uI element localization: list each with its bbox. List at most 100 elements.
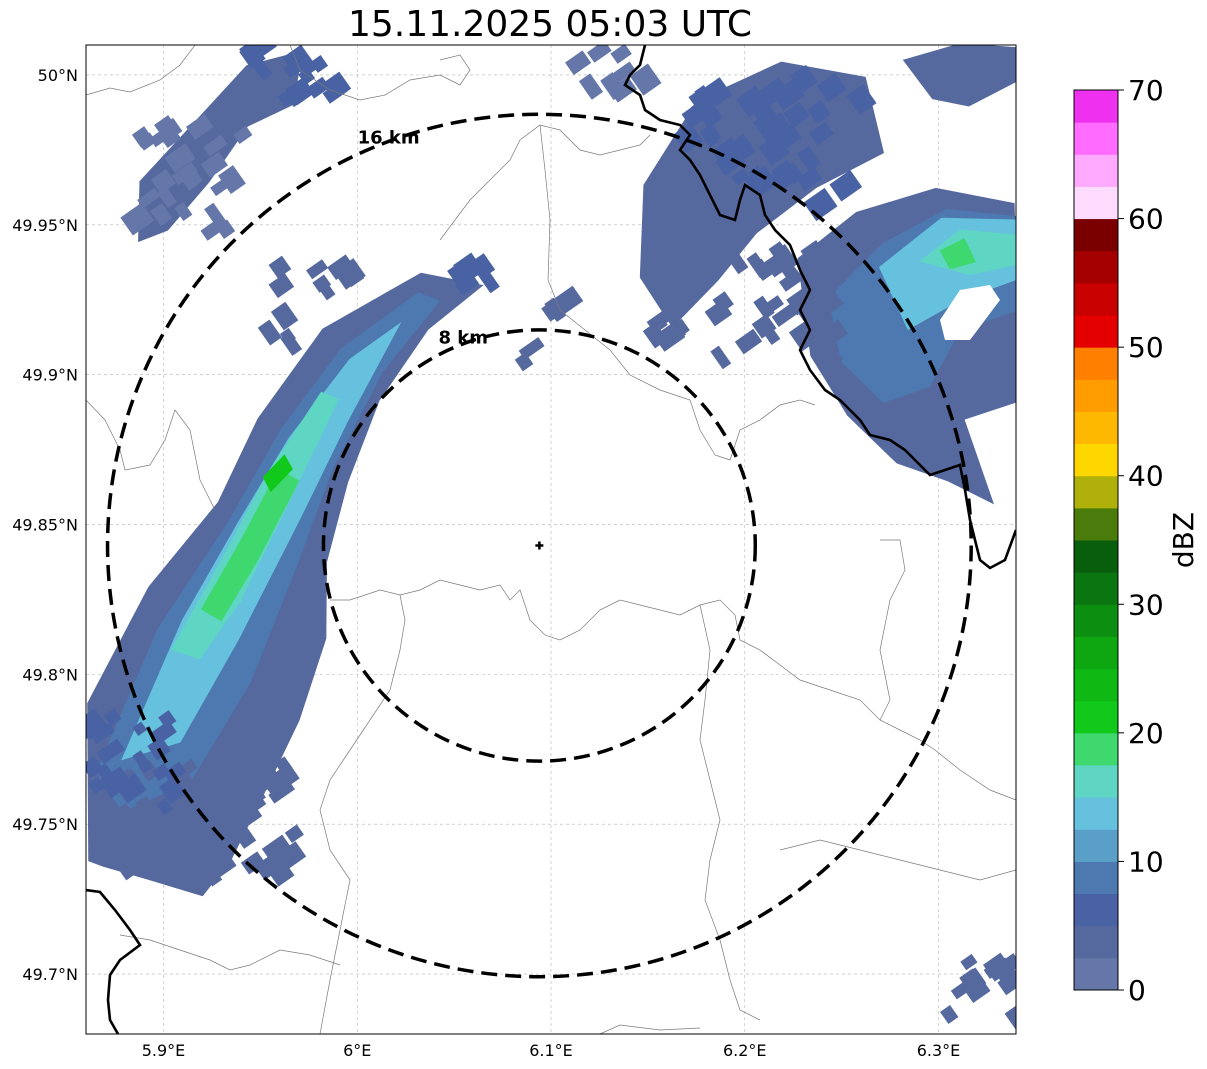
echo-cell bbox=[114, 802, 140, 830]
echo-cell bbox=[179, 163, 203, 189]
echo-strong bbox=[200, 468, 300, 622]
echo-cell bbox=[745, 165, 774, 192]
district-boundary bbox=[86, 45, 196, 96]
district-boundary bbox=[330, 579, 1016, 801]
echo-cell bbox=[200, 151, 228, 178]
echo-cell bbox=[132, 750, 153, 774]
y-axis-ticks: 50°N 49.95°N 49.9°N 49.85°N 49.8°N 49.75°N 49.… bbox=[12, 66, 78, 984]
echo-cell bbox=[137, 187, 161, 209]
echo-cell bbox=[751, 258, 773, 281]
echo-cell bbox=[758, 77, 790, 107]
colorbar-tick-label: 20 bbox=[1128, 717, 1164, 750]
echo-cell bbox=[306, 259, 329, 280]
range-ring-8km bbox=[321, 328, 758, 763]
colorbar-segment bbox=[1074, 186, 1118, 220]
district-boundary bbox=[86, 399, 216, 511]
echo-cell bbox=[750, 99, 779, 128]
radar-site-marker bbox=[535, 541, 544, 550]
echo-cell bbox=[203, 134, 228, 157]
echo-cell bbox=[753, 173, 780, 197]
echo-cell bbox=[734, 328, 763, 355]
y-tick-label: 49.8°N bbox=[22, 665, 78, 684]
colorbar-segment bbox=[1074, 475, 1118, 509]
echo-cell bbox=[86, 716, 105, 741]
echo-cell bbox=[940, 1004, 959, 1024]
y-tick-label: 49.85°N bbox=[12, 516, 78, 535]
echo-cell bbox=[477, 268, 500, 294]
colorbar-segment bbox=[1074, 218, 1118, 252]
echo-cell bbox=[166, 846, 195, 876]
colorbar-segment bbox=[1074, 604, 1118, 637]
echo-cell bbox=[642, 322, 668, 349]
y-tick-label: 49.95°N bbox=[12, 216, 78, 235]
echo-cell bbox=[807, 100, 831, 124]
echo-cell bbox=[270, 301, 299, 331]
echo-cell bbox=[268, 255, 292, 279]
district-boundary bbox=[439, 124, 651, 241]
echo-cell bbox=[114, 851, 145, 881]
echo-cell bbox=[333, 258, 366, 290]
map-frame bbox=[85, 44, 1017, 1035]
echo-cell bbox=[156, 798, 173, 816]
colorbar-tick-label: 60 bbox=[1128, 203, 1164, 236]
colorbar-segment bbox=[1074, 154, 1118, 187]
echo-cell bbox=[162, 805, 184, 827]
echo-cell bbox=[163, 761, 187, 783]
echo-cell bbox=[553, 285, 584, 315]
echo-cell bbox=[235, 774, 261, 797]
echo-cell bbox=[765, 295, 784, 313]
echo-cell bbox=[783, 101, 810, 129]
colorbar-tick-label: 70 bbox=[1128, 74, 1164, 107]
colorbar-segment bbox=[1074, 411, 1118, 445]
district-boundary bbox=[119, 934, 341, 971]
echo-cell bbox=[565, 50, 592, 76]
echo-cell bbox=[158, 117, 183, 142]
echo-cell bbox=[150, 202, 173, 227]
range-ring-label: 8 km bbox=[438, 328, 488, 349]
colorbar-segment bbox=[1074, 122, 1118, 155]
colorbar-segment bbox=[1074, 572, 1118, 605]
echo-cell bbox=[1004, 953, 1016, 972]
echo-cell bbox=[214, 759, 236, 783]
national-border bbox=[623, 45, 1016, 570]
echo-cell bbox=[790, 64, 818, 93]
colorbar-segment bbox=[1074, 925, 1118, 959]
echo-cell bbox=[185, 113, 214, 140]
echo-cell bbox=[736, 85, 769, 118]
echo-cell bbox=[711, 137, 743, 167]
echo-cell bbox=[215, 219, 236, 240]
x-tick-label: 6°E bbox=[343, 1041, 371, 1060]
echo-cell bbox=[135, 795, 154, 815]
echo-cell bbox=[267, 771, 292, 793]
echo-cell bbox=[158, 776, 186, 804]
colorbar-segment bbox=[1074, 540, 1118, 573]
echo-cell bbox=[778, 269, 804, 292]
district-boundary bbox=[699, 604, 761, 1021]
echo-cell bbox=[86, 756, 104, 779]
echo-cell bbox=[317, 280, 336, 301]
echo-cell bbox=[205, 869, 223, 887]
echo-cell bbox=[294, 54, 318, 78]
echo-cell bbox=[96, 738, 125, 765]
y-tick-label: 50°N bbox=[38, 66, 78, 85]
echo-cell bbox=[268, 780, 295, 804]
colorbar-segment bbox=[1074, 668, 1118, 702]
national-border bbox=[86, 888, 142, 1034]
echo-cell bbox=[150, 720, 177, 745]
colorbar-segment bbox=[1074, 732, 1118, 766]
colorbar-segment bbox=[1074, 90, 1118, 123]
echo-strong bbox=[939, 238, 977, 270]
echo-cell bbox=[710, 345, 732, 370]
echo-cell bbox=[203, 804, 237, 838]
echo-cell bbox=[284, 824, 304, 844]
colorbar-label: dBZ bbox=[1167, 512, 1200, 568]
echo-cell bbox=[242, 45, 277, 62]
colorbar-segment bbox=[1074, 315, 1118, 348]
echo-cell bbox=[277, 841, 307, 870]
echo-cell bbox=[233, 125, 253, 144]
y-tick-label: 49.7°N bbox=[22, 965, 78, 984]
echo-weak bbox=[902, 45, 1016, 107]
district-boundary bbox=[879, 539, 906, 721]
echo-cell bbox=[218, 165, 246, 195]
